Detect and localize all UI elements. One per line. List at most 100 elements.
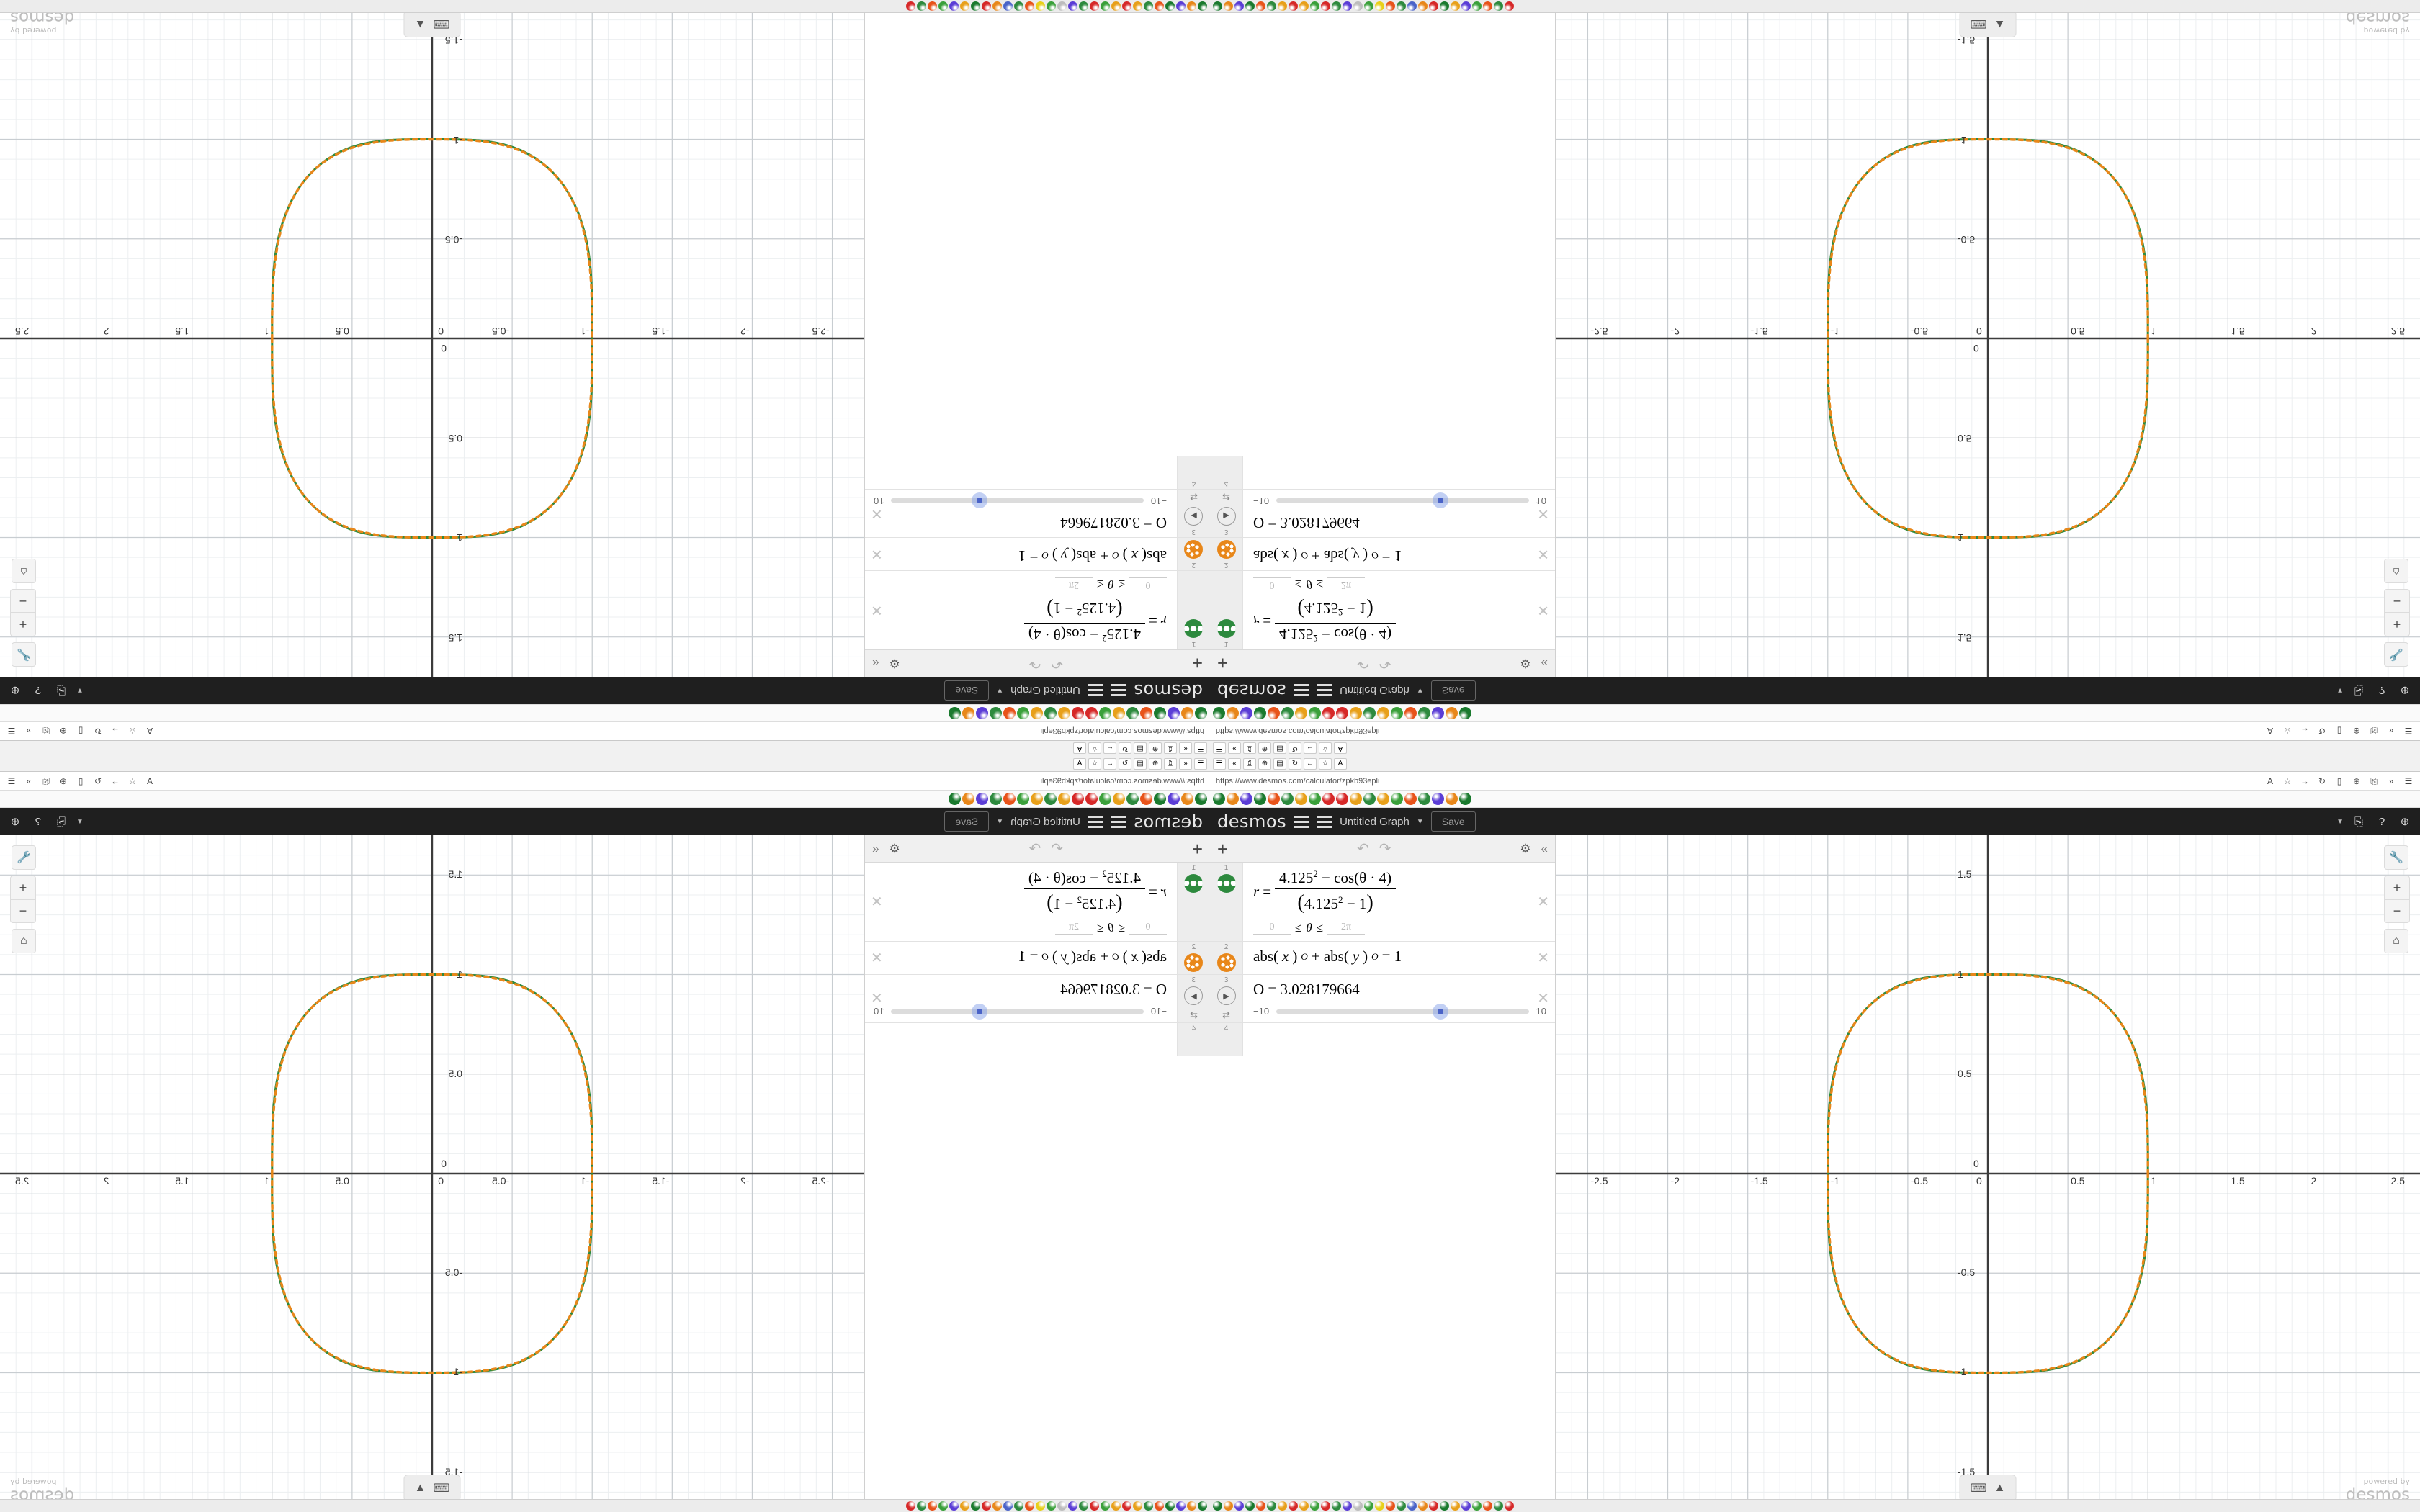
bookmark-icon[interactable] <box>1154 707 1166 719</box>
play-icon[interactable]: ▶ <box>1184 507 1204 526</box>
taskbar-icon[interactable] <box>1353 1 1363 11</box>
taskbar-icon[interactable] <box>1144 1501 1153 1511</box>
domain-max[interactable]: 2π <box>1054 922 1093 935</box>
bookmark-icon[interactable] <box>1058 707 1070 719</box>
taskbar-icon[interactable] <box>1364 1501 1373 1511</box>
taskbar-icon[interactable] <box>1165 1501 1175 1511</box>
taskbar-icon[interactable] <box>1057 1501 1067 1511</box>
chevron-double-icon[interactable]: » <box>2388 775 2394 786</box>
taskbar-icon[interactable] <box>1176 1501 1186 1511</box>
row-body[interactable]: abs(x) O + abs(y) O = 1 ✕ <box>1243 538 1555 570</box>
bookmark-icon[interactable] <box>1363 707 1376 719</box>
taskbar-icon[interactable] <box>917 1 926 11</box>
taskbar-icon[interactable] <box>1299 1501 1309 1511</box>
expression-row-2[interactable]: 2 abs(x) O + abs(y) O = 1 ✕ <box>865 537 1210 570</box>
row-body[interactable]: abs(x) O + abs(y) O = 1 ✕ <box>865 538 1177 570</box>
row-body[interactable]: r = 4.1252 − cos(θ · 4) (4.1252 − 1) 0 ≤… <box>865 571 1177 649</box>
taskbar-icon[interactable] <box>1245 1 1255 11</box>
bookmark-icon[interactable] <box>949 707 961 719</box>
color-swatch-green[interactable] <box>1184 619 1204 638</box>
bookmark-icon[interactable] <box>949 793 961 805</box>
bookmark-icon[interactable] <box>1336 793 1348 805</box>
chevron-down-icon[interactable]: ▼ <box>1416 686 1424 695</box>
bookmark-icon[interactable] <box>1072 707 1084 719</box>
gear-icon[interactable]: ⚙ <box>889 657 900 671</box>
bookmark-icon[interactable] <box>1391 793 1403 805</box>
domain-max[interactable]: 2π <box>1327 922 1366 935</box>
taskbar-icon[interactable] <box>1418 1501 1428 1511</box>
domain-restriction[interactable]: 0 ≤ θ ≤ 2π <box>1253 921 1546 935</box>
close-icon[interactable]: ✕ <box>1537 950 1549 966</box>
bookmark-icon[interactable] <box>1099 793 1111 805</box>
expression-row-1[interactable]: 1 r = 4.1252 − cos(θ · 4) (4.1252 − 1) <box>1210 570 1555 649</box>
row-body[interactable]: r = 4.1252 − cos(θ · 4) (4.1252 − 1) 0 ≤… <box>1243 863 1555 941</box>
taskbar-icon[interactable] <box>1090 1501 1099 1511</box>
taskbar-icon[interactable] <box>971 1501 980 1511</box>
taskbar-icon[interactable] <box>1003 1 1013 11</box>
keyboard-toggle-button[interactable]: ⌨ ▲ <box>403 1475 461 1502</box>
taskbar-icon[interactable] <box>992 1501 1002 1511</box>
taskbar-icon[interactable] <box>1036 1501 1045 1511</box>
taskbar-icon[interactable] <box>1461 1501 1471 1511</box>
hamburger-icon[interactable] <box>1110 815 1126 828</box>
redo-arrow-icon[interactable]: ↷ <box>1379 841 1392 857</box>
menu-icon[interactable]: ☰ <box>7 775 16 786</box>
taskbar-icon[interactable] <box>1111 1 1121 11</box>
graph-title[interactable]: Untitled Graph <box>1340 684 1410 697</box>
taskbar-icon[interactable] <box>1101 1501 1110 1511</box>
expression-row-1[interactable]: 1 r = 4.1252 − cos(θ · 4) (4.1252 − 1) <box>865 863 1210 942</box>
os-taskbar[interactable] <box>0 0 1210 13</box>
save-button[interactable]: Save <box>1430 680 1476 701</box>
reload-icon[interactable]: ↻ <box>94 726 102 737</box>
bookmark-icon[interactable] <box>1154 793 1166 805</box>
bookmark-icon[interactable] <box>1295 793 1307 805</box>
chevron-double-icon[interactable]: » <box>26 726 32 737</box>
help-icon[interactable]: ? <box>35 815 42 828</box>
chrome-button[interactable]: ⊕ <box>1258 757 1271 770</box>
taskbar-icon[interactable] <box>971 1 980 11</box>
close-icon[interactable]: ✕ <box>1537 505 1549 521</box>
taskbar-icon[interactable] <box>1483 1 1492 11</box>
slider-track[interactable] <box>891 492 1144 509</box>
wrench-icon[interactable]: 🔧 <box>12 642 36 667</box>
chrome-button[interactable]: ← <box>1304 742 1317 755</box>
taskbar-icon[interactable] <box>1079 1 1088 11</box>
chrome-button[interactable]: A <box>1334 742 1347 755</box>
loop-arrows-icon[interactable]: ⇄ <box>1190 492 1198 503</box>
chrome-button[interactable]: ⎙ <box>1164 742 1177 755</box>
gear-icon[interactable]: ⚙ <box>889 841 900 855</box>
chrome-button[interactable]: ← <box>1103 757 1116 770</box>
chevron-down-icon[interactable]: ▼ <box>76 817 84 826</box>
color-swatch-orange[interactable] <box>1216 540 1236 559</box>
bookmark-icon[interactable] <box>1254 793 1266 805</box>
expression-row-3[interactable]: 3 ▶ ⇄ O = 3.028179664 −10 10 <box>865 489 1210 537</box>
taskbar-icon[interactable] <box>1407 1501 1417 1511</box>
domain-max[interactable]: 2π <box>1054 577 1093 590</box>
globe-icon[interactable]: ⊕ <box>59 726 68 737</box>
row-body[interactable]: abs(x) O + abs(y) O = 1 ✕ <box>865 942 1177 974</box>
bookmark-icon[interactable] <box>1126 793 1139 805</box>
reload-icon[interactable]: ↻ <box>2318 726 2326 737</box>
taskbar-icon[interactable] <box>1451 1501 1460 1511</box>
taskbar-icon[interactable] <box>1494 1 1503 11</box>
taskbar-icon[interactable] <box>1057 1 1067 11</box>
bookmark-icon[interactable] <box>1168 707 1180 719</box>
chrome-button[interactable]: ▤ <box>1273 757 1286 770</box>
translate-icon[interactable]: A <box>147 726 153 737</box>
os-taskbar[interactable] <box>1210 0 2420 13</box>
taskbar-icon[interactable] <box>1068 1 1077 11</box>
save-button[interactable]: Save <box>944 680 990 701</box>
slider-thumb[interactable] <box>971 492 987 509</box>
row-body[interactable]: r = 4.1252 − cos(θ · 4) (4.1252 − 1) 0 ≤… <box>1243 571 1555 649</box>
bookmark-icon[interactable] <box>1085 793 1098 805</box>
taskbar-icon[interactable] <box>1025 1 1034 11</box>
reader-icon[interactable]: ▯ <box>2336 775 2342 786</box>
taskbar-icon[interactable] <box>1429 1501 1438 1511</box>
bookmark-icon[interactable] <box>1099 707 1111 719</box>
taskbar-icon[interactable] <box>1122 1 1131 11</box>
chrome-button[interactable]: ▤ <box>1134 742 1147 755</box>
graph-title[interactable]: Untitled Graph <box>1010 684 1080 697</box>
chrome-button[interactable]: ⎙ <box>1243 757 1256 770</box>
taskbar-icon[interactable] <box>1165 1 1175 11</box>
bookmark-icon[interactable] <box>1113 707 1125 719</box>
